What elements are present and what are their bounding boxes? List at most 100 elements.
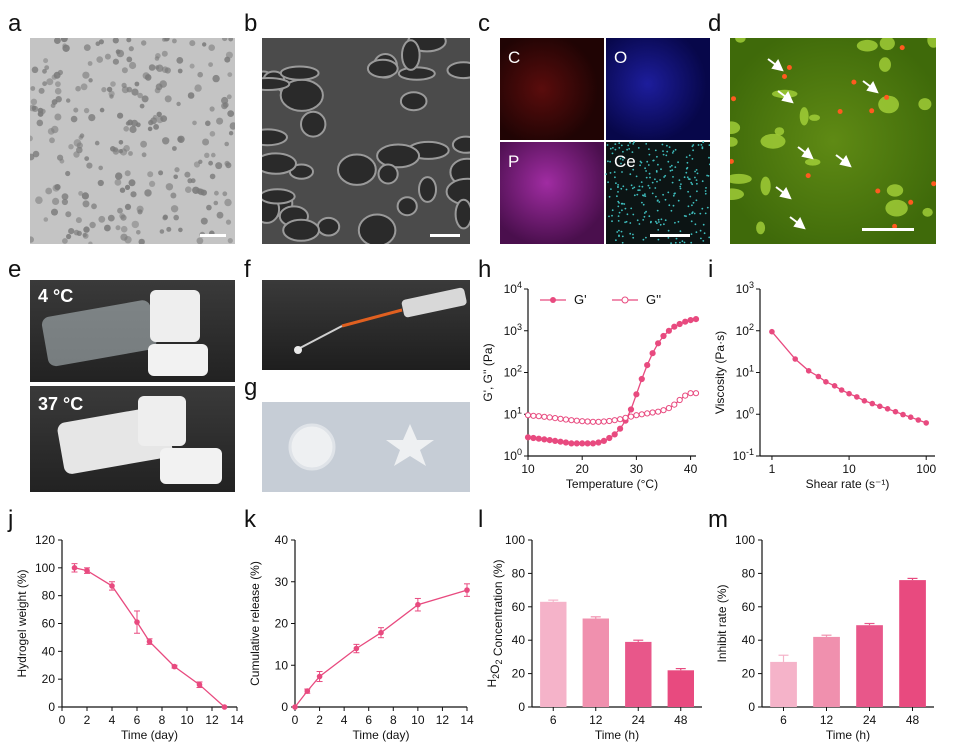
ce-signal-dot — [617, 186, 619, 188]
nanoparticle — [192, 120, 197, 126]
cell-blob — [879, 38, 895, 51]
ce-signal-dot — [655, 195, 657, 198]
nanoparticle — [139, 103, 145, 109]
nanoparticle — [172, 38, 177, 44]
ce-signal-dot — [704, 190, 707, 192]
y-tick-label: 103 — [504, 322, 522, 338]
vial-37c-label: 37 °C — [38, 394, 84, 414]
data-point — [606, 417, 613, 425]
y-axis-label: Cumulative release (%) — [248, 561, 262, 686]
ce-signal-dot — [708, 236, 710, 239]
data-point — [900, 411, 906, 418]
cell-blob — [918, 98, 932, 111]
ce-signal-dot — [651, 181, 654, 184]
ce-signal-dot — [632, 143, 635, 145]
nanoparticle — [130, 191, 137, 198]
nanoparticle — [129, 125, 137, 134]
ce-signal-dot — [704, 212, 707, 215]
data-point — [316, 673, 323, 680]
nanoparticle — [144, 74, 152, 81]
data-point — [134, 619, 140, 625]
pore — [396, 196, 418, 217]
x-axis-label: Time (day) — [353, 728, 410, 742]
ce-signal-dot — [663, 223, 665, 226]
ce-signal-dot — [691, 204, 693, 207]
x-tick-label: 6 — [550, 713, 557, 727]
bar — [899, 580, 926, 707]
nanoparticle — [141, 95, 149, 103]
ce-signal-dot — [659, 223, 662, 226]
nanoparticle — [101, 87, 107, 93]
ce-signal-dot — [697, 144, 700, 146]
nanoparticle — [205, 120, 211, 127]
data-point — [655, 408, 662, 415]
cell-blob — [879, 57, 891, 72]
shaped-hydrogel-drawing — [288, 423, 434, 471]
ce-signal-dot — [702, 223, 705, 226]
data-point — [682, 392, 689, 399]
x-tick-label: 14 — [230, 713, 244, 727]
red-signal-dot — [931, 181, 936, 187]
y-axis-label: H2O2 Concentration (%) — [485, 559, 505, 687]
ce-signal-dot — [624, 207, 627, 210]
nanoparticle — [73, 139, 82, 147]
nanoparticle — [198, 159, 203, 164]
data-point — [595, 418, 602, 425]
data-point — [655, 340, 662, 347]
data-point — [546, 437, 553, 444]
ce-signal-dot — [693, 212, 696, 215]
red-signal-dot — [899, 45, 905, 51]
nanoparticle — [121, 67, 128, 74]
pore — [376, 143, 421, 169]
ce-signal-dot — [681, 240, 684, 243]
ce-signal-dot — [659, 179, 661, 181]
x-tick-label: 2 — [84, 713, 91, 727]
data-point — [535, 435, 542, 442]
cell-blob — [774, 127, 785, 136]
ce-signal-dot — [611, 209, 614, 212]
cell-blob — [886, 184, 904, 197]
ce-signal-dot — [644, 193, 646, 196]
data-point — [541, 436, 548, 443]
data-point — [884, 406, 891, 412]
nanoparticle — [165, 183, 174, 191]
nanoparticle — [136, 230, 141, 235]
ce-signal-dot — [674, 221, 676, 224]
y-tick-label: 60 — [42, 617, 56, 631]
nanoparticle — [170, 192, 177, 199]
nanoparticle — [177, 68, 183, 74]
nanoparticle — [208, 44, 215, 51]
y-tick-label: 80 — [512, 566, 526, 580]
x-tick-label: 0 — [292, 713, 299, 727]
nanoparticle — [44, 65, 50, 70]
x-axis-label: Time (day) — [121, 728, 178, 742]
nanoparticle — [82, 71, 90, 79]
x-axis-label: Time (h) — [826, 728, 870, 742]
nanoparticle — [227, 72, 233, 77]
nanoparticle — [189, 40, 196, 47]
bar — [667, 670, 694, 707]
arrow-head — [839, 154, 852, 168]
nanoparticle — [215, 162, 223, 170]
ce-signal-dot — [621, 209, 623, 212]
y-axis-label: Viscosity (Pa·s) — [713, 331, 727, 414]
data-point — [109, 583, 115, 589]
panel-label-c: c — [478, 10, 490, 37]
data-point — [562, 416, 570, 423]
vial-photo-37c: 37 °C — [30, 386, 235, 492]
nanoparticle — [115, 172, 123, 180]
nanoparticle — [228, 38, 234, 42]
legend-marker — [621, 296, 629, 304]
y-tick-label: 80 — [42, 589, 56, 603]
nanoparticle — [138, 238, 145, 244]
nanoparticle — [124, 203, 132, 210]
data-point — [660, 332, 667, 340]
ce-signal-dot — [671, 169, 674, 172]
cell-blob — [922, 207, 933, 217]
ce-signal-dot — [661, 143, 664, 146]
ce-signal-dot — [638, 189, 641, 192]
nanoparticle — [59, 158, 65, 164]
ce-signal-dot — [679, 185, 682, 188]
ce-signal-dot — [631, 187, 634, 190]
nanoparticle — [194, 84, 202, 92]
